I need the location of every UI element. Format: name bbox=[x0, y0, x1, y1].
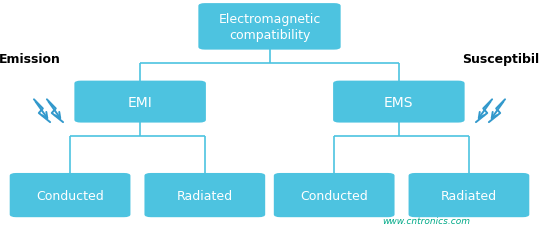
FancyBboxPatch shape bbox=[274, 173, 395, 217]
FancyBboxPatch shape bbox=[198, 4, 341, 50]
FancyBboxPatch shape bbox=[74, 81, 206, 123]
FancyBboxPatch shape bbox=[10, 173, 130, 217]
Text: Conducted: Conducted bbox=[36, 189, 104, 202]
FancyBboxPatch shape bbox=[333, 81, 465, 123]
Text: Radiated: Radiated bbox=[441, 189, 497, 202]
FancyBboxPatch shape bbox=[144, 173, 265, 217]
Text: EMS: EMS bbox=[384, 95, 413, 109]
Text: Electromagnetic
compatibility: Electromagnetic compatibility bbox=[218, 13, 321, 42]
FancyBboxPatch shape bbox=[409, 173, 529, 217]
Text: EMI: EMI bbox=[128, 95, 153, 109]
Text: www.cntronics.com: www.cntronics.com bbox=[382, 216, 470, 225]
Text: Emission: Emission bbox=[0, 52, 60, 66]
Text: Radiated: Radiated bbox=[177, 189, 233, 202]
Text: Susceptibility: Susceptibility bbox=[462, 52, 539, 66]
Text: Conducted: Conducted bbox=[300, 189, 368, 202]
